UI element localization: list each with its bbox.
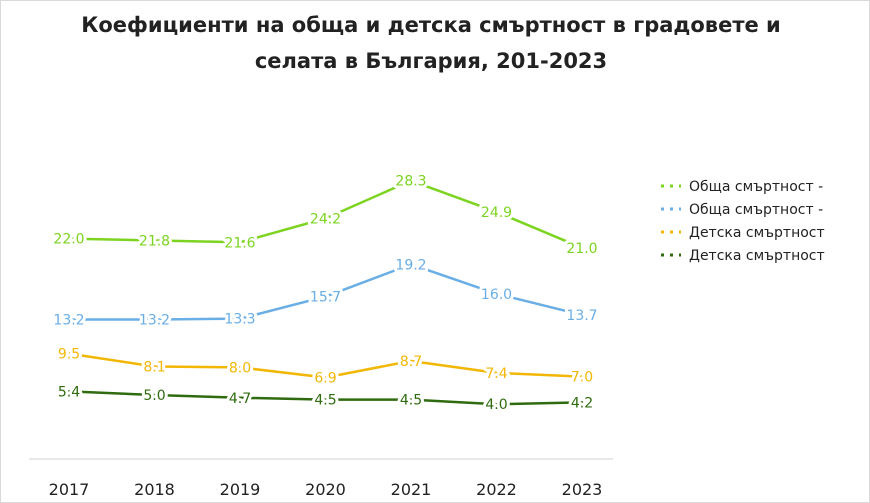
data-label: 5.0 — [143, 388, 165, 404]
data-label: 28.3 — [395, 174, 426, 190]
data-label: 5.4 — [58, 384, 80, 400]
data-label: 6.9 — [314, 371, 336, 387]
data-label: 4.5 — [400, 393, 422, 409]
x-tick-label: 2020 — [305, 480, 346, 499]
x-tick-label: 2023 — [562, 480, 603, 499]
data-label: 24.9 — [481, 205, 512, 221]
x-tick-label: 2022 — [476, 480, 517, 499]
data-label: 13.3 — [224, 312, 255, 328]
chart-title: Коефициенти на обща и детска смъртност в… — [61, 7, 801, 79]
x-tick-label: 2017 — [49, 480, 90, 499]
data-label: 24.2 — [310, 211, 341, 227]
data-label: 22.0 — [53, 232, 84, 248]
data-label: 16.0 — [481, 287, 512, 303]
legend-label: Детска смъртност — [689, 225, 825, 241]
x-tick-label: 2019 — [220, 480, 261, 499]
series-line-3 — [67, 352, 584, 379]
data-label: 7.4 — [485, 366, 507, 382]
data-label: 4.0 — [485, 397, 507, 413]
data-label: 4.7 — [229, 391, 251, 407]
data-label: 4.2 — [571, 395, 593, 411]
data-label: 21.0 — [566, 241, 597, 257]
chart-title-line-2: селата в България, 201-2023 — [254, 49, 608, 73]
data-label: 21.6 — [224, 235, 255, 251]
series-line-2 — [67, 263, 584, 321]
data-label: 8.7 — [400, 354, 422, 370]
x-tick-label: 2018 — [134, 480, 175, 499]
data-label: 7.0 — [571, 370, 593, 386]
data-label: 8.1 — [143, 359, 165, 375]
series-line-1 — [67, 179, 584, 250]
x-tick-label: 2021 — [391, 480, 432, 499]
legend-label: Детска смъртност — [689, 248, 825, 264]
data-label: 13.2 — [53, 313, 84, 329]
data-label: 8.0 — [229, 360, 251, 376]
legend-label: Обща смъртност - — [689, 202, 823, 218]
data-label: 4.5 — [314, 393, 336, 409]
data-label: 21.8 — [139, 233, 170, 249]
series-line-4 — [67, 390, 584, 406]
data-label: 15.7 — [310, 290, 341, 306]
legend-label: Обща смъртност - — [689, 179, 823, 195]
chart-title-line-1: Коефициенти на обща и детска смъртност в… — [81, 13, 781, 37]
data-label: 19.2 — [395, 257, 426, 273]
data-label: 13.7 — [566, 308, 597, 324]
data-label: 13.2 — [139, 313, 170, 329]
data-label: 9.5 — [58, 347, 80, 363]
